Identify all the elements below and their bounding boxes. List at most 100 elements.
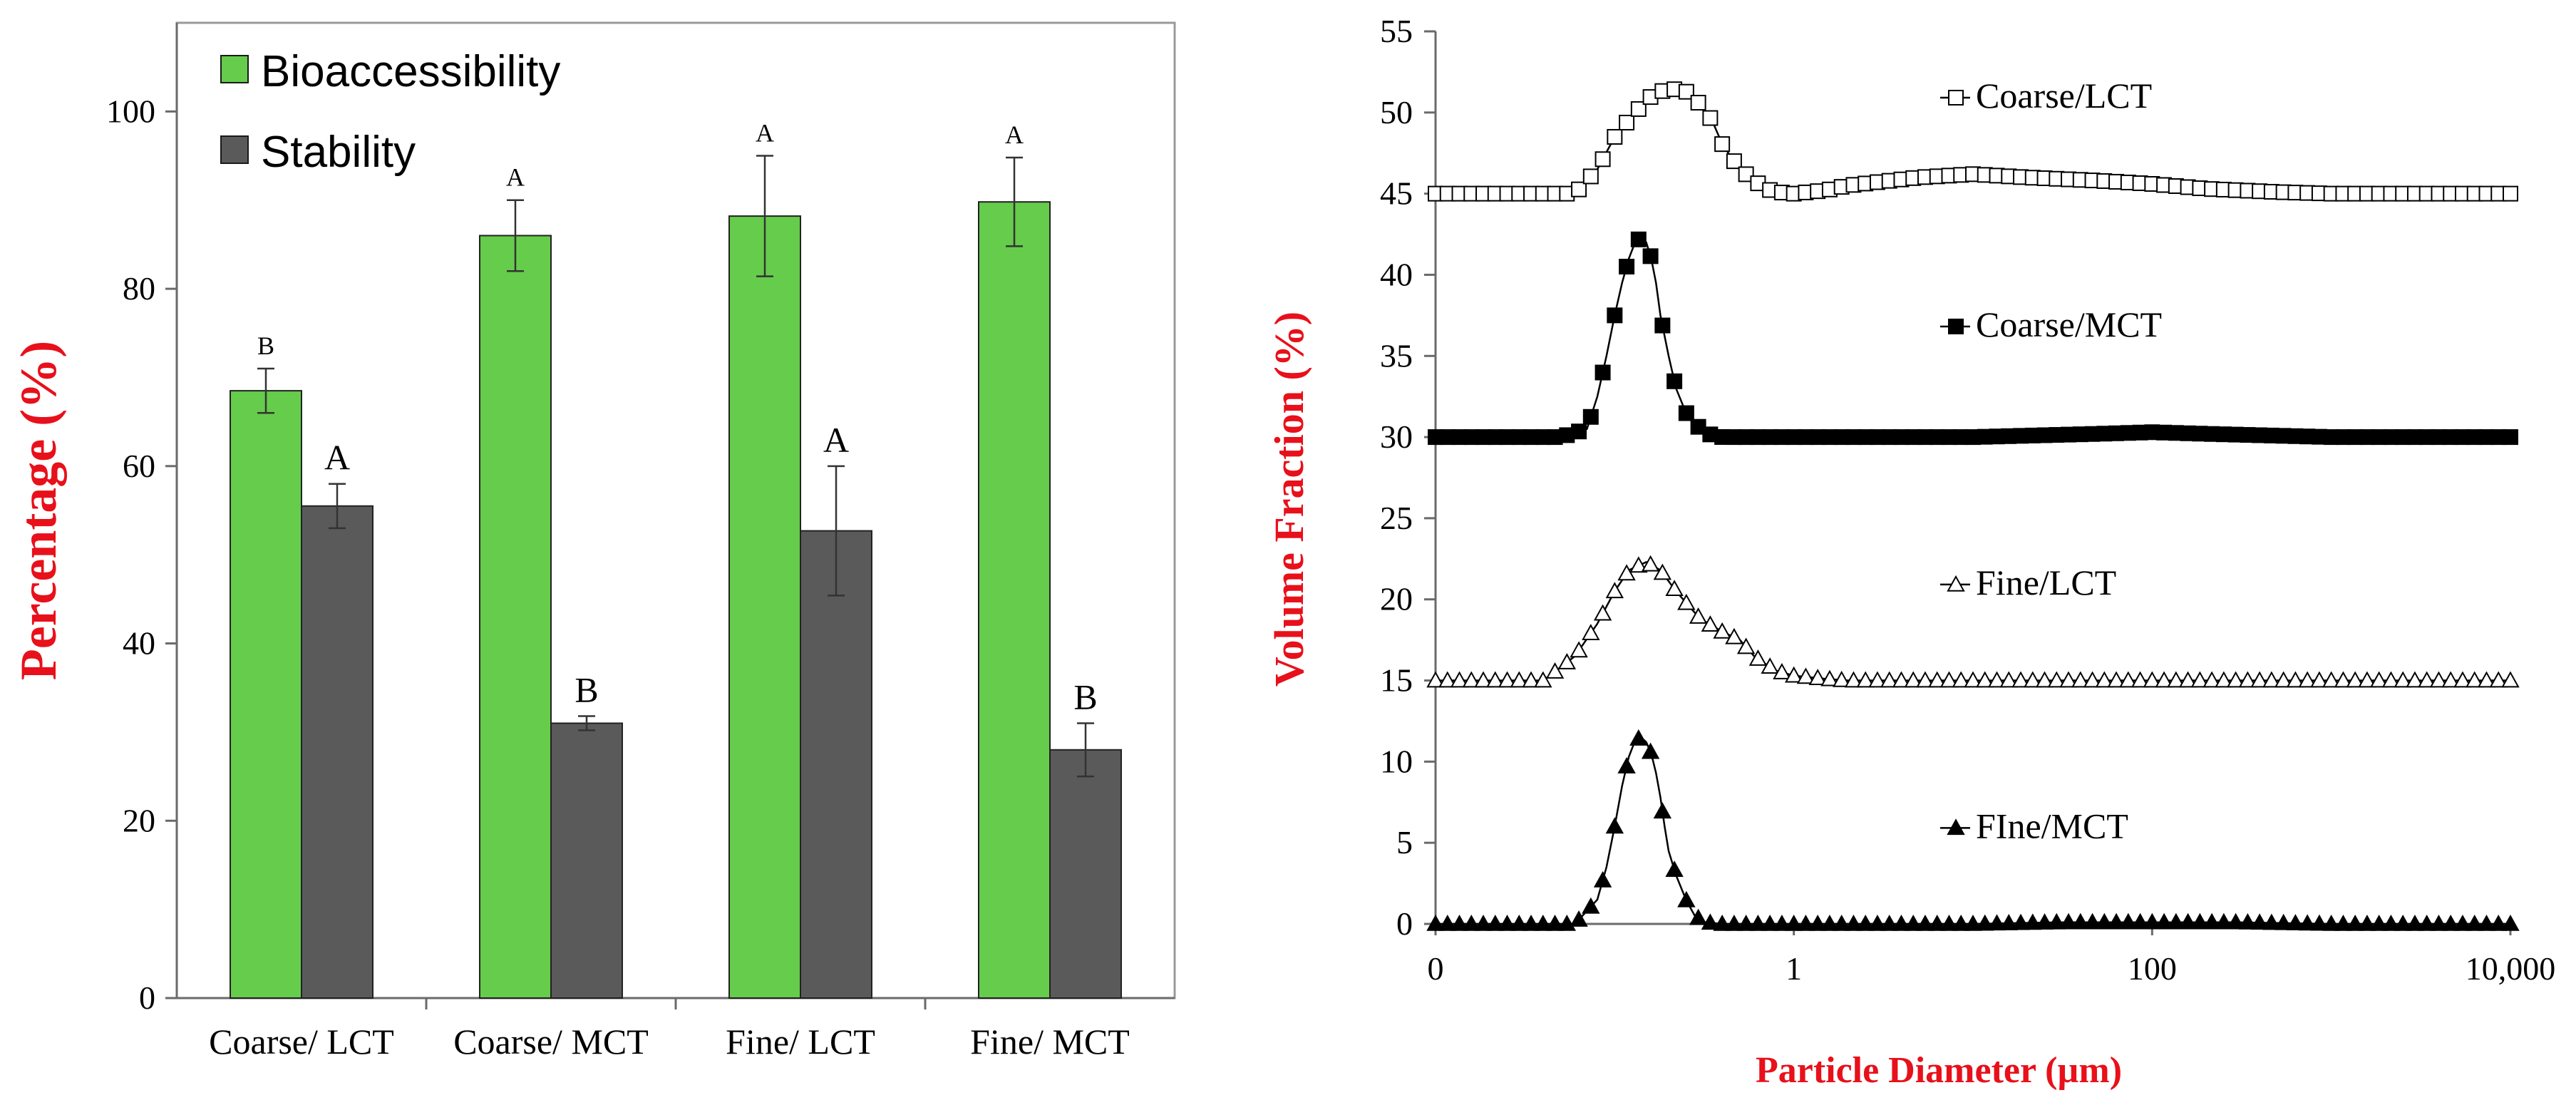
line-y-tick-label: 50 <box>1380 94 1413 130</box>
series-marker-fine-lct <box>2226 671 2245 688</box>
series-marker-fine-mct <box>1701 913 1720 930</box>
series-marker-fine-mct <box>2215 913 2233 930</box>
series-marker-fine-lct <box>2059 671 2078 688</box>
significance-label: B <box>575 670 598 710</box>
line-y-tick-label: 30 <box>1380 418 1413 455</box>
series-marker-fine-lct <box>2381 671 2401 688</box>
series-marker-fine-mct <box>1689 908 1708 925</box>
series-marker-coarse-mct <box>1571 423 1587 440</box>
bar-chart-legend: Bioaccessibility Stability <box>220 47 560 177</box>
series-marker-fine-mct <box>1904 914 1922 931</box>
series-marker-fine-lct <box>2143 671 2162 688</box>
series-marker-fine-lct <box>1987 671 2006 688</box>
bar-bioaccessibility-fine-lct <box>728 215 801 999</box>
series-marker-fine-lct <box>1629 556 1648 573</box>
series-marker-fine-lct <box>2358 671 2376 688</box>
series-marker-fine-mct <box>2381 914 2401 931</box>
series-marker-fine-lct <box>2441 671 2460 688</box>
series-marker-fine-mct <box>2334 914 2353 931</box>
series-marker-fine-lct <box>1868 671 1887 688</box>
series-marker-fine-mct <box>2203 913 2221 930</box>
series-marker-fine-mct <box>2143 913 2162 930</box>
series-marker-fine-lct <box>2418 671 2436 688</box>
series-marker-fine-mct <box>2250 913 2269 930</box>
series-marker-fine-mct <box>2429 914 2448 931</box>
series-label-marker-fine-lct <box>1947 575 1965 592</box>
series-marker-fine-lct <box>2310 671 2329 688</box>
line-y-tick-label: 15 <box>1380 662 1413 699</box>
series-marker-fine-mct <box>1593 870 1612 888</box>
series-marker-fine-mct <box>2155 913 2173 930</box>
series-marker-fine-lct <box>2489 671 2508 688</box>
series-marker-fine-lct <box>1904 671 1922 688</box>
series-marker-fine-lct <box>2346 671 2364 688</box>
line-x-tick-label: 1 <box>1786 950 1802 987</box>
series-marker-fine-lct <box>2250 671 2269 688</box>
series-marker-fine-mct <box>1522 914 1540 931</box>
series-marker-fine-mct <box>2226 913 2245 930</box>
series-marker-fine-mct <box>1999 913 2018 930</box>
series-marker-fine-lct <box>2369 671 2389 688</box>
series-marker-fine-lct <box>2322 671 2341 688</box>
series-marker-fine-lct <box>1736 637 1756 654</box>
series-marker-fine-lct <box>2119 671 2138 688</box>
series-marker-fine-mct <box>1545 914 1565 931</box>
series-marker-fine-mct <box>2119 913 2138 930</box>
series-marker-fine-mct <box>1653 802 1672 819</box>
series-marker-fine-mct <box>1570 910 1588 927</box>
series-marker-coarse-lct <box>1594 151 1611 168</box>
series-marker-fine-lct <box>1784 666 1803 683</box>
significance-label: B <box>257 332 274 360</box>
series-marker-coarse-lct <box>1714 136 1731 153</box>
bar-y-tick-label: 40 <box>123 625 155 662</box>
line-y-tick-label: 25 <box>1380 500 1413 536</box>
series-marker-fine-mct <box>1426 914 1445 931</box>
series-marker-fine-mct <box>1617 757 1636 774</box>
series-marker-fine-mct <box>2310 914 2329 931</box>
series-marker-fine-lct <box>1641 555 1660 572</box>
series-marker-fine-lct <box>2501 671 2520 688</box>
significance-label: A <box>506 163 525 192</box>
series-marker-coarse-mct <box>1630 231 1647 247</box>
bar-x-tick-label-coarse-lct: Coarse/ LCT <box>209 1022 394 1062</box>
series-label-fine-mct: FIne/MCT <box>1976 806 2128 846</box>
bar-stability-coarse-mct <box>550 722 623 999</box>
series-marker-fine-lct <box>2334 671 2353 688</box>
series-marker-fine-mct <box>2358 914 2376 931</box>
series-marker-fine-mct <box>2024 913 2042 930</box>
series-marker-coarse-lct <box>2503 185 2518 202</box>
series-marker-fine-lct <box>1773 662 1791 679</box>
series-marker-fine-mct <box>1605 817 1624 834</box>
series-marker-fine-mct <box>1713 914 1731 931</box>
series-marker-coarse-mct <box>1582 408 1599 425</box>
series-marker-fine-mct <box>2047 913 2066 930</box>
series-marker-fine-mct <box>2167 913 2185 930</box>
series-marker-fine-mct <box>1557 914 1577 931</box>
series-marker-fine-mct <box>1641 742 1660 759</box>
series-marker-fine-lct <box>1952 671 1970 688</box>
series-marker-coarse-mct <box>1642 248 1659 264</box>
series-marker-fine-lct <box>1761 657 1779 674</box>
bar-bioaccessibility-fine-mct <box>978 201 1051 999</box>
series-marker-fine-lct <box>1462 671 1480 688</box>
series-marker-fine-lct <box>1689 607 1708 624</box>
series-marker-fine-mct <box>1939 914 1959 931</box>
series-marker-coarse-lct <box>1607 128 1623 145</box>
series-marker-fine-lct <box>2071 671 2090 688</box>
series-marker-fine-lct <box>1832 670 1851 687</box>
line-y-tick-label: 10 <box>1380 743 1413 779</box>
series-marker-fine-lct <box>1880 671 1899 688</box>
series-marker-fine-mct <box>1796 914 1815 931</box>
series-marker-fine-mct <box>2107 913 2126 930</box>
series-label-marker-coarse-lct <box>1948 89 1964 106</box>
line-y-tick-label: 40 <box>1380 256 1413 292</box>
series-marker-fine-lct <box>2466 671 2484 688</box>
line-chart-panel: 0 5 10 15 20 25 30 35 40 45 50 55 0 1 100 10,000 Coarse… <box>1266 13 2555 1091</box>
line-y-tick-label: 20 <box>1380 581 1413 617</box>
series-marker-fine-mct <box>1808 914 1827 931</box>
bar-stability-fine-lct <box>800 530 872 999</box>
series-marker-fine-lct <box>1748 649 1768 666</box>
series-marker-fine-lct <box>2047 671 2066 688</box>
series-marker-fine-mct <box>2501 914 2520 931</box>
bar-x-tick-label-coarse-mct: Coarse/ MCT <box>453 1022 649 1062</box>
